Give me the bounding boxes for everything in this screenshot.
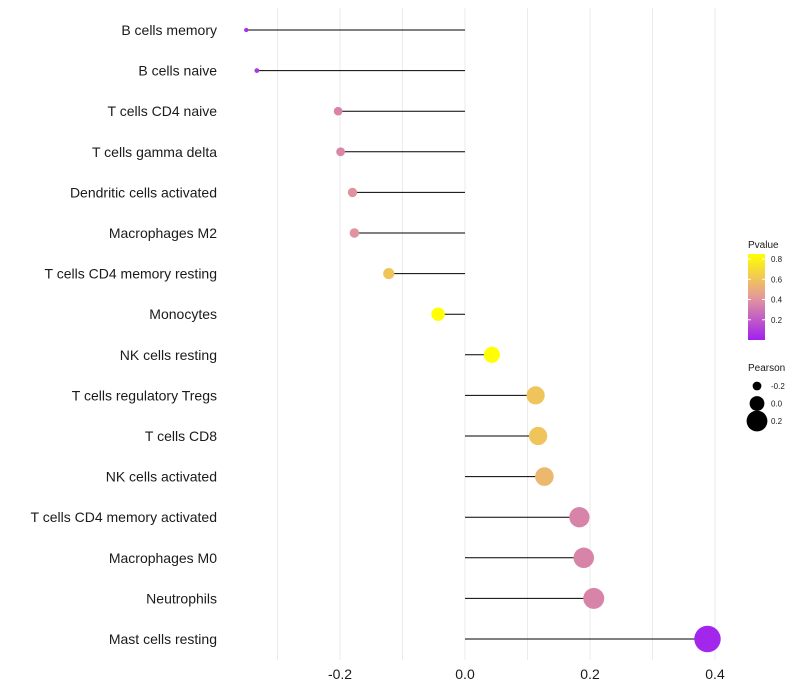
lollipop-point — [535, 467, 554, 486]
x-tick-label: 0.0 — [455, 666, 475, 682]
category-label: Monocytes — [149, 306, 217, 322]
lollipop-points — [244, 27, 721, 653]
x-tick-label: 0.4 — [705, 666, 725, 682]
pearson-legend-title: Pearson — [748, 363, 785, 374]
pvalue-legend: Pvalue 0.8 0.6 0.4 0.2 — [748, 240, 783, 340]
lollipop-point — [347, 187, 358, 198]
category-label: NK cells resting — [120, 347, 217, 363]
lollipop-point — [244, 27, 249, 33]
pvalue-legend-title: Pvalue — [748, 240, 779, 251]
pvalue-colorbar — [748, 254, 765, 340]
colorbar-tick-label: 0.6 — [771, 275, 783, 284]
lollipop-point — [333, 106, 343, 116]
category-label: Mast cells resting — [109, 631, 217, 647]
lollipop-point — [528, 426, 548, 446]
category-label: Macrophages M2 — [109, 225, 217, 241]
lollipop-point — [694, 625, 721, 653]
lollipop-point — [431, 307, 445, 321]
lollipop-point — [254, 68, 260, 73]
category-label: Neutrophils — [146, 590, 217, 606]
lollipop-point — [569, 507, 590, 528]
pearson-legend: Pearson -0.2 0.0 0.2 — [746, 363, 785, 432]
lollipop-point — [526, 386, 545, 405]
size-legend-dot — [746, 410, 768, 432]
colorbar-tick-label: 0.4 — [771, 296, 783, 305]
category-label: T cells gamma delta — [92, 144, 217, 160]
size-legend-dot — [749, 396, 765, 411]
category-label: B cells memory — [121, 22, 217, 38]
colorbar-tick-label: 0.8 — [771, 255, 783, 264]
x-axis-ticks: -0.2 0.0 0.2 0.4 — [328, 666, 725, 682]
size-legend-label: 0.0 — [771, 400, 783, 409]
lollipop-point — [573, 547, 594, 569]
x-tick-label: -0.2 — [328, 666, 352, 682]
lollipop-point — [483, 346, 500, 363]
category-label: Macrophages M0 — [109, 550, 217, 566]
category-labels: B cells memory B cells naive T cells CD4 n… — [31, 22, 218, 647]
lollipop-point — [336, 147, 346, 157]
grid — [277, 8, 716, 660]
size-legend-label: -0.2 — [771, 382, 785, 391]
category-label: NK cells activated — [106, 469, 217, 485]
category-label: T cells CD4 naive — [108, 103, 218, 119]
size-legend-dot — [752, 381, 762, 391]
category-label: T cells CD4 memory activated — [31, 509, 217, 525]
category-label: T cells regulatory Tregs — [72, 387, 217, 403]
category-label: T cells CD4 memory resting — [45, 266, 217, 282]
category-label: Dendritic cells activated — [70, 184, 217, 200]
category-label: B cells naive — [138, 63, 217, 79]
lollipop-sticks — [246, 29, 708, 640]
colorbar-tick-label: 0.2 — [771, 316, 783, 325]
lollipop-point — [583, 587, 605, 609]
size-legend-label: 0.2 — [771, 417, 783, 426]
lollipop-point — [383, 268, 395, 280]
x-tick-label: 0.2 — [580, 666, 600, 682]
lollipop-point — [349, 228, 360, 238]
category-label: T cells CD8 — [145, 428, 217, 444]
